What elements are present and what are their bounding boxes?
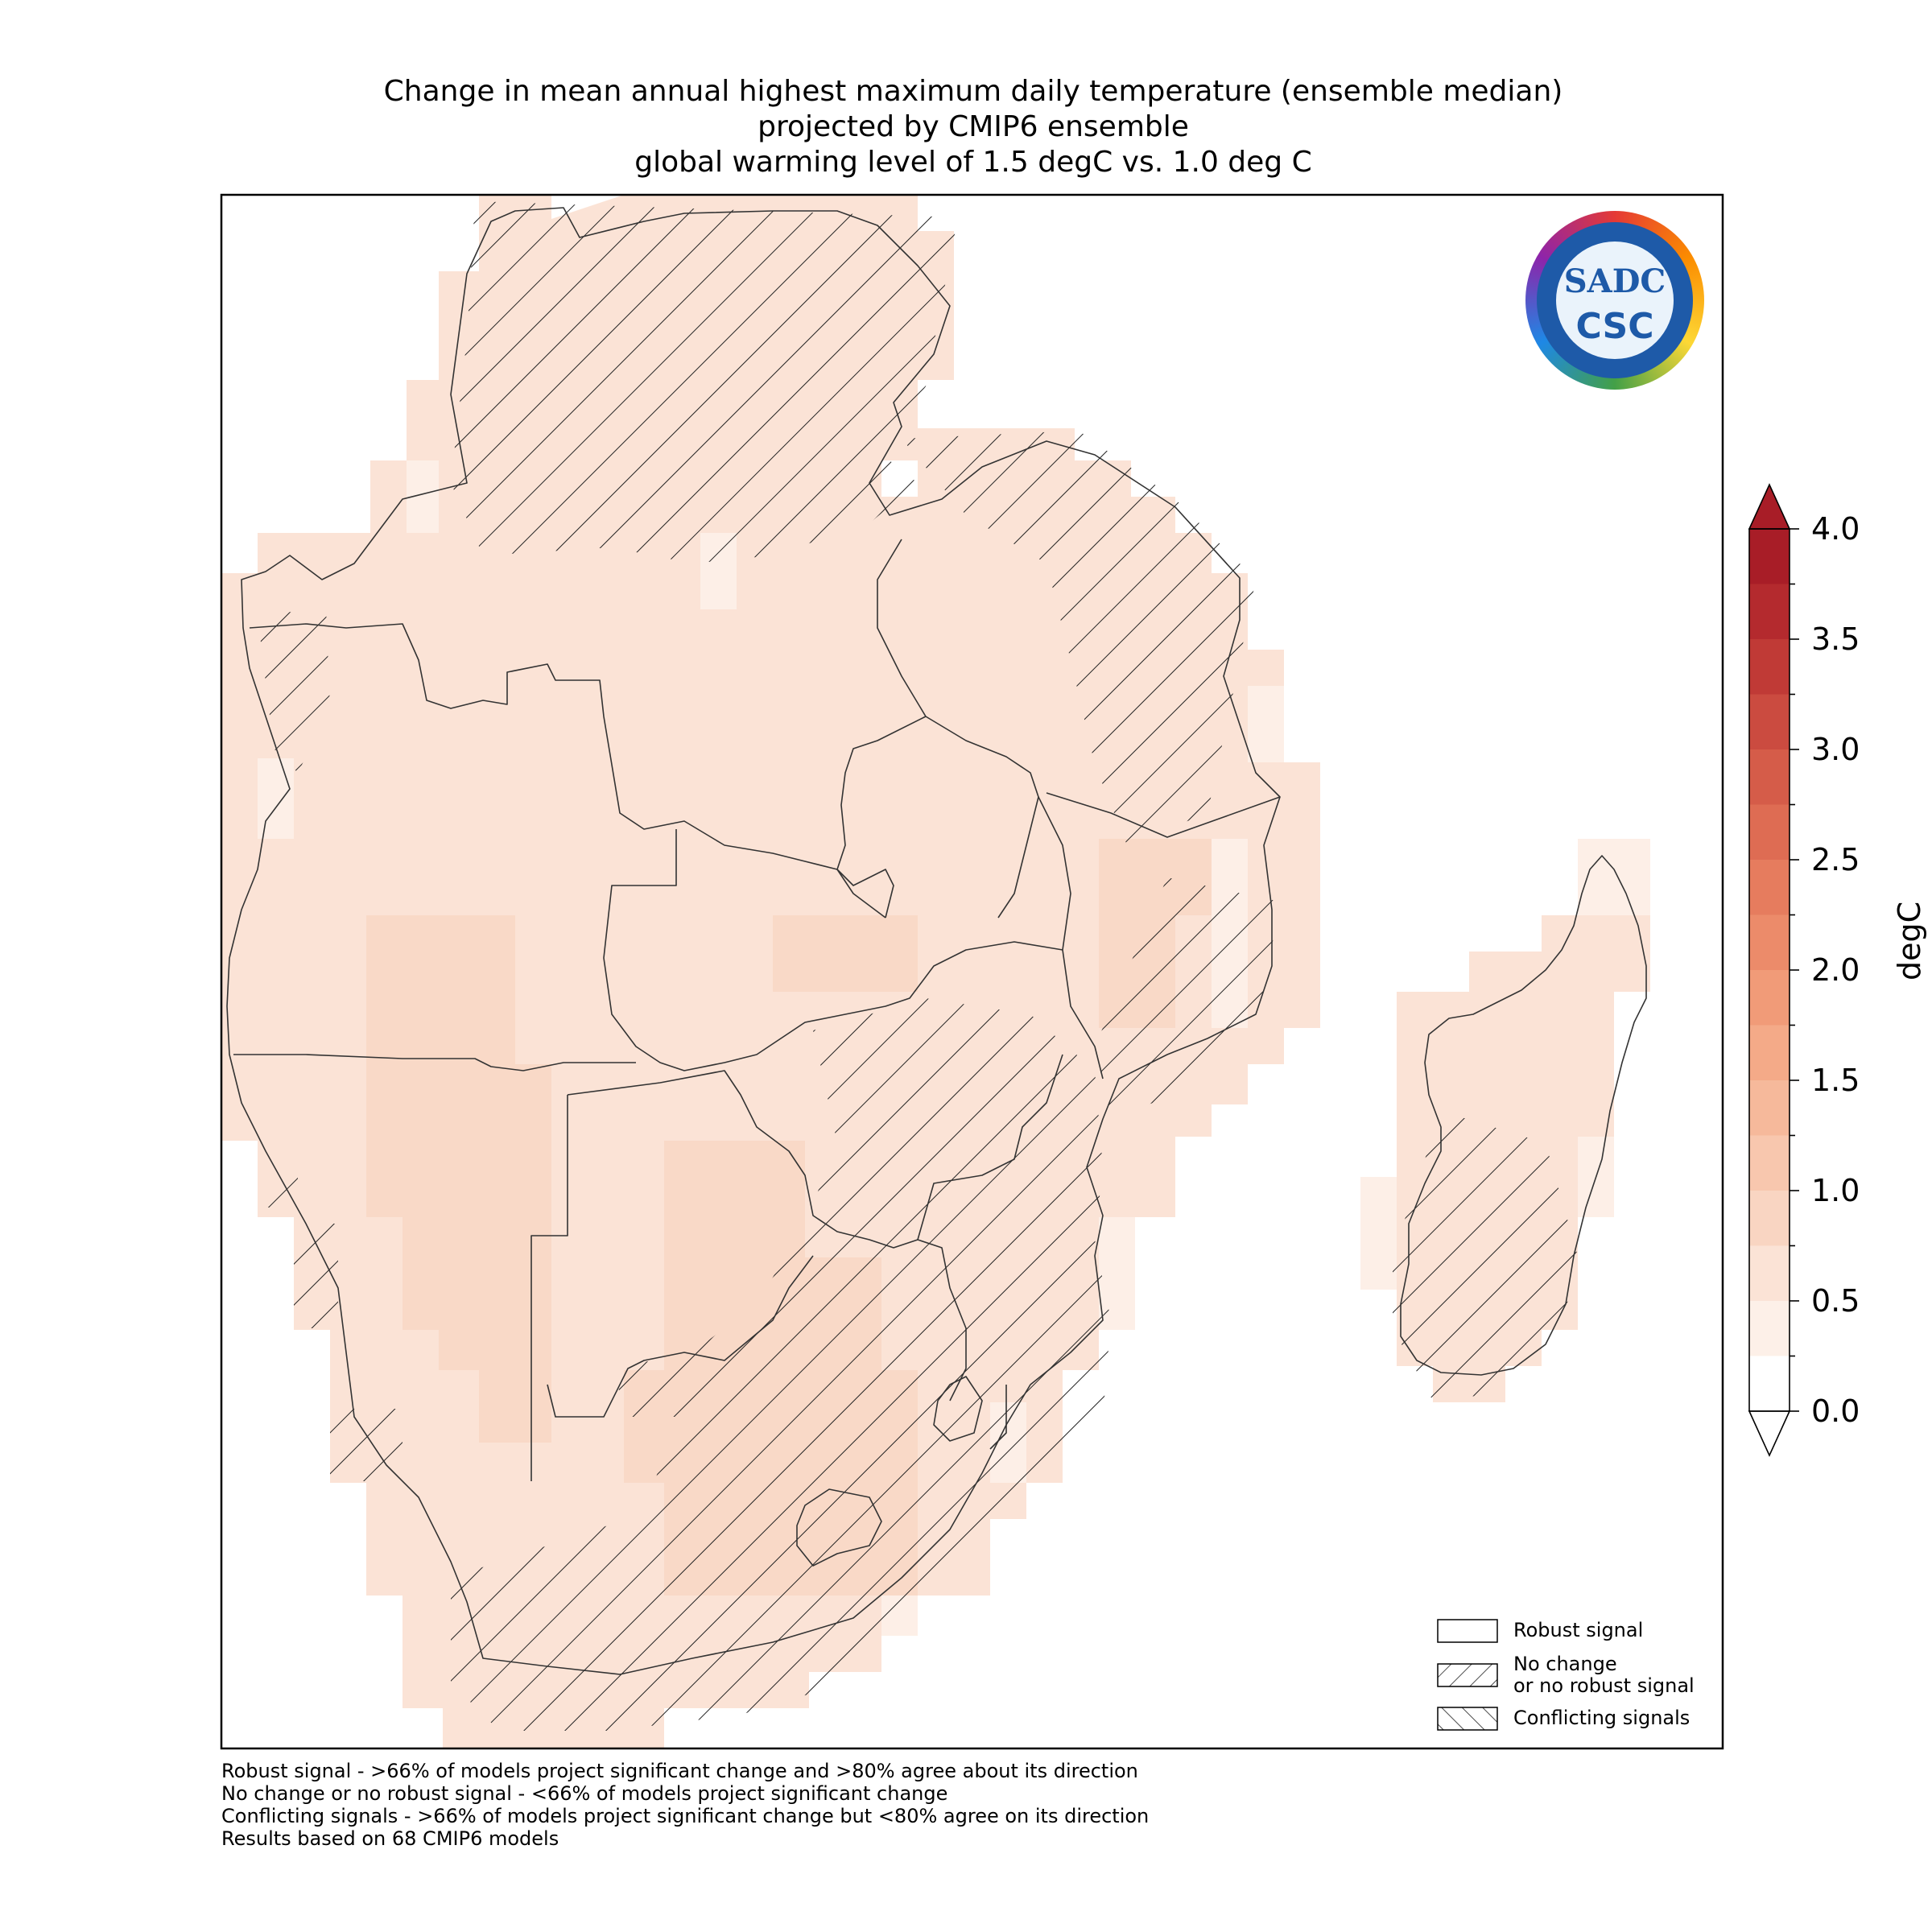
colorbar-tick-label: 3.5 [1811, 621, 1860, 657]
legend-swatch-conflicting [1437, 1707, 1498, 1731]
madagascar-light-cells [1360, 839, 1650, 1290]
border-eswatini [933, 1376, 983, 1442]
colorbar-body [1749, 529, 1790, 1411]
border-south-africa-north [547, 1255, 814, 1418]
colorbar-tick-label: 3.0 [1811, 732, 1860, 767]
hatch-madagascar [1393, 1111, 1578, 1401]
hatch-west-south [266, 1175, 402, 1481]
border-zimbabwe-mozambique [917, 1054, 1063, 1241]
colorbar-tick-label: 2.5 [1811, 842, 1860, 877]
border-tanzania-mozambique [1046, 792, 1281, 838]
colorbar-extend-max [1748, 483, 1791, 530]
signal-legend [1437, 1619, 1498, 1731]
logo-ring: SADC CSC [1537, 222, 1693, 378]
border-mozambique-sa [989, 1385, 1007, 1450]
logo-center-text: CSC [1575, 306, 1654, 347]
title-line-3: global warming level of 1.5 degC vs. 1.0… [634, 146, 1312, 179]
plot-frame [220, 193, 1724, 1750]
title-line-2: projected by CMIP6 ensemble [758, 110, 1189, 143]
footnotes: Robust signal - >66% of models project s… [221, 1760, 1149, 1850]
colorbar-tick-label: 4.0 [1811, 511, 1860, 547]
country-borders [226, 207, 1647, 1675]
logo-core: SADC CSC [1556, 242, 1674, 359]
map-title: Change in mean annual highest maximum da… [0, 74, 1932, 180]
legend-label-no-change-1: No change [1513, 1653, 1617, 1675]
border-namibia-angola [233, 1054, 636, 1071]
mainland-coastline [226, 207, 1281, 1675]
logo-emblem-text: SADC [1563, 262, 1666, 300]
sadc-csc-logo: SADC CSC [1525, 211, 1704, 390]
legend-label-conflicting: Conflicting signals [1513, 1707, 1690, 1729]
legend-swatch-robust [1437, 1619, 1498, 1643]
legend-label-robust: Robust signal [1513, 1619, 1644, 1641]
colorbar-ticks [1790, 528, 1799, 1412]
footnote-line-1: Robust signal - >66% of models project s… [221, 1760, 1138, 1782]
footnote-line-3: Conflicting signals - >66% of models pro… [221, 1805, 1150, 1827]
colorbar-label: degC [1892, 901, 1927, 980]
map-plot-area [221, 195, 1650, 1748]
madagascar-coastline [1400, 855, 1647, 1376]
colorbar [1748, 483, 1799, 1457]
border-angola-drc [249, 623, 894, 919]
footnote-line-2: No change or no robust signal - <66% of … [221, 1782, 948, 1805]
colorbar-tick-label: 1.0 [1811, 1173, 1860, 1208]
border-lesotho [796, 1488, 882, 1567]
legend-label-no-change-2: or no robust signal [1513, 1674, 1695, 1697]
hatched-zones [258, 201, 1578, 1731]
border-tanzania-kenya [877, 539, 927, 717]
hatch-mozambique [1095, 877, 1280, 1119]
legend-swatch-no-change [1437, 1663, 1498, 1687]
hatch-north-drc [451, 201, 958, 564]
colorbar-tick-label: 2.0 [1811, 952, 1860, 988]
border-botswana-zimbabwe [567, 1070, 967, 1402]
hatch-tanzania-coast [902, 431, 1256, 845]
border-zambia-south [603, 829, 1063, 1071]
hatch-west-coast [258, 608, 330, 773]
border-namibia-botswana [530, 1095, 568, 1481]
colorbar-tick-label: 0.0 [1811, 1393, 1860, 1429]
footnote-line-4: Results based on 68 CMIP6 models [221, 1827, 559, 1850]
colorbar-extend-min [1748, 1410, 1791, 1457]
colorbar-tick-label: 0.5 [1811, 1283, 1860, 1319]
title-line-1: Change in mean annual highest maximum da… [383, 75, 1563, 108]
colorbar-tick-label: 1.5 [1811, 1063, 1860, 1098]
